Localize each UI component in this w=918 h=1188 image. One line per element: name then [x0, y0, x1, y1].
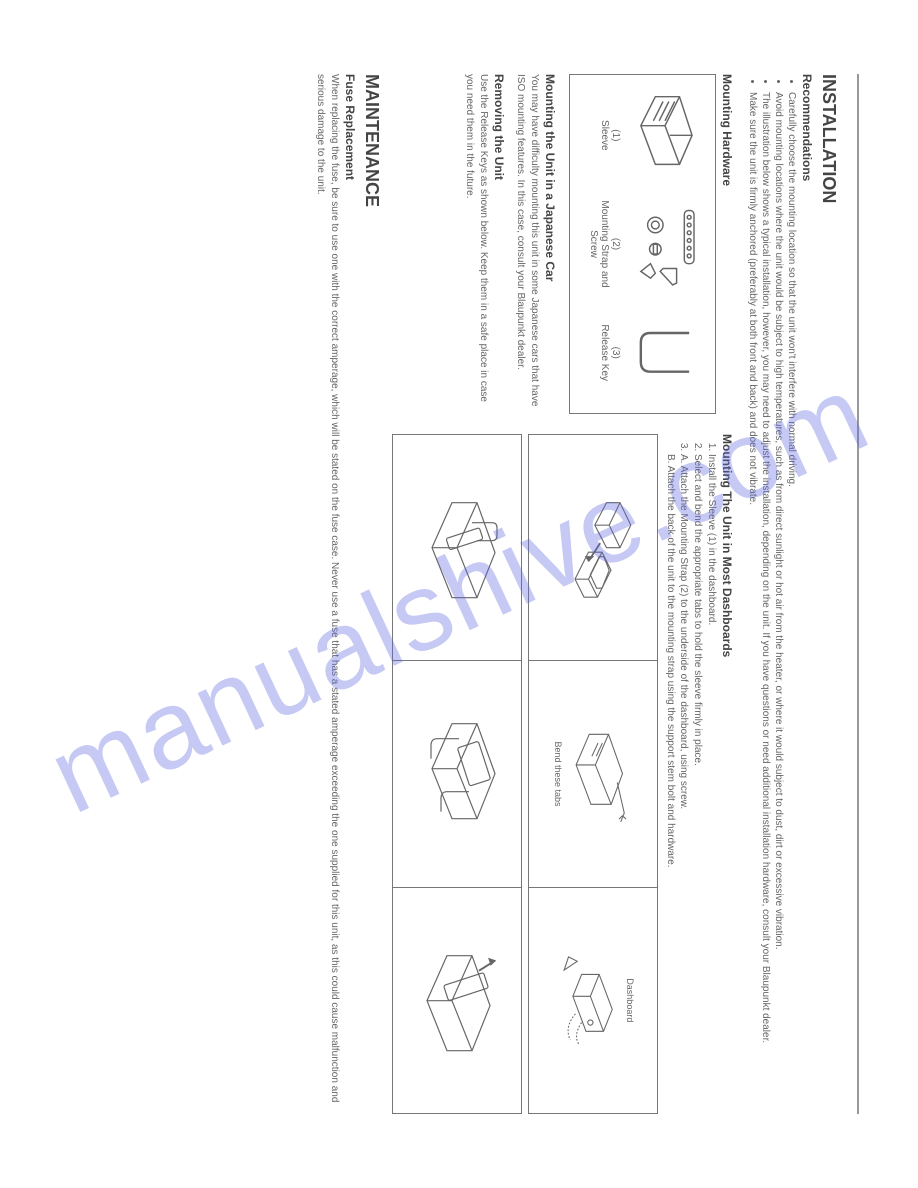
diagram-sleeve-insert	[529, 435, 657, 661]
sleeve-icon	[625, 87, 705, 184]
removing-unit-heading: Removing the Unit	[492, 74, 506, 414]
strap-screw-icon	[625, 196, 705, 293]
step-item: Install the Sleeve (1) in the dashboard.	[705, 454, 718, 1114]
hardware-item-release-key: (3) Release Key	[588, 304, 705, 401]
bullet-item: The illustration below shows a typical i…	[759, 92, 772, 1114]
dashboard-mount-icon	[551, 894, 621, 1107]
bend-tabs-icon	[563, 667, 633, 880]
sleeve-insert-icon	[548, 441, 638, 654]
bullet-item: Carefully choose the mounting location s…	[785, 92, 798, 1114]
top-rule	[857, 74, 859, 1114]
dashboard-caption: Dashboard	[625, 978, 635, 1022]
hardware-label: (3) Release Key	[599, 324, 621, 381]
removing-unit-text: Use the Release Keys as shown below. Kee…	[463, 74, 490, 414]
step-item: Select and bend the appropriate tabs to …	[691, 454, 704, 1114]
release-step1-icon	[407, 441, 507, 654]
release-key-icon	[625, 304, 705, 401]
hardware-item-sleeve: (1) Sleeve	[588, 87, 705, 184]
bullet-item: Avoid mounting locations where the unit …	[772, 92, 785, 1114]
hardware-item-strap: (2) Mounting Strap and Screw	[588, 196, 705, 293]
fuse-heading: Fuse Replacement	[343, 74, 357, 1114]
installation-title: INSTALLATION	[818, 74, 839, 1114]
release-step3-icon	[407, 894, 507, 1107]
diagram-dashboard: Dashboard	[529, 888, 657, 1113]
page-content: INSTALLATION Recommendations Carefully c…	[49, 34, 869, 1154]
bend-tabs-caption: Bend these tabs	[553, 741, 563, 806]
hardware-diagram-box: (1) Sleeve	[569, 74, 716, 414]
mounting-hardware-heading: Mounting Hardware	[720, 74, 734, 414]
dashboards-heading: Mounting The Unit in Most Dashboards	[720, 434, 734, 1114]
japanese-car-text: You may have difficulty mounting this un…	[514, 74, 541, 414]
left-column: Mounting Hardware	[392, 74, 738, 414]
diagram-release-2	[393, 661, 521, 887]
hardware-label: (2) Mounting Strap and Screw	[588, 196, 621, 293]
japanese-car-heading: Mounting the Unit in a Japanese Car	[543, 74, 557, 414]
diagram-bend-tabs: Bend these tabs	[529, 661, 657, 887]
release-step2-icon	[407, 667, 507, 880]
diagram-release-1	[393, 435, 521, 661]
mounting-diagram-row: Bend these tabs Dashboard	[528, 434, 658, 1114]
step-item: A. Attach the Mounting Strap (2) to the …	[664, 454, 690, 1114]
bullet-item: Make sure the unit is firmly anchored (p…	[746, 92, 759, 1114]
diagram-release-3	[393, 888, 521, 1113]
recommendations-list: Carefully choose the mounting location s…	[746, 74, 798, 1114]
fuse-text: When replacing the fuse, be sure to use …	[314, 74, 341, 1114]
right-column: Mounting The Unit in Most Dashboards Ins…	[392, 434, 738, 1114]
mounting-steps: Install the Sleeve (1) in the dashboard.…	[664, 434, 718, 1114]
hardware-label: (1) Sleeve	[599, 120, 621, 151]
maintenance-title: MAINTENANCE	[361, 74, 382, 1114]
recommendations-heading: Recommendations	[800, 74, 814, 1114]
release-key-diagram-row	[392, 434, 522, 1114]
